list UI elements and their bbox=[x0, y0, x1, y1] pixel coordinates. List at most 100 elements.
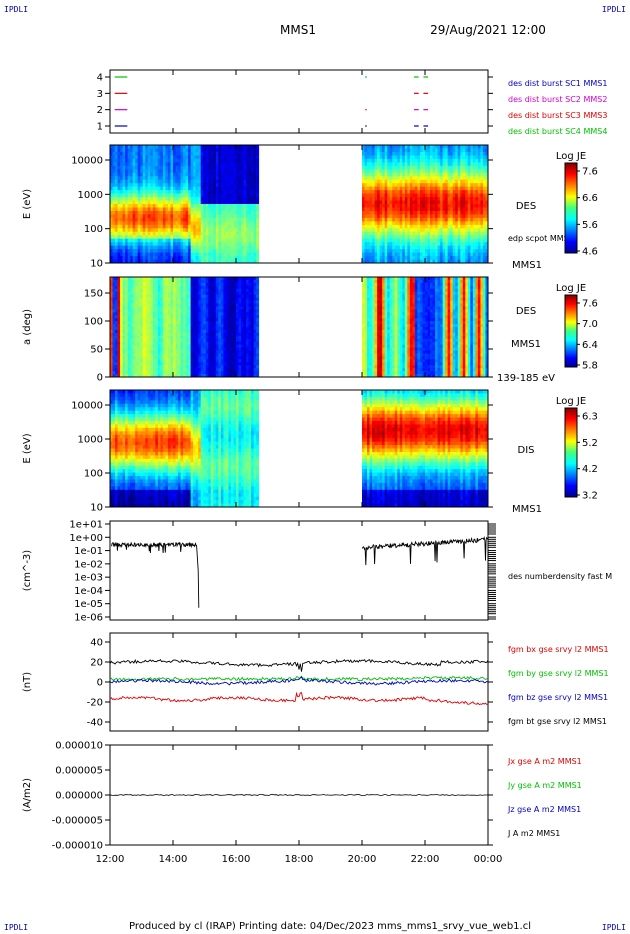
des-energy-cell bbox=[473, 190, 476, 194]
des-pitch-cell bbox=[165, 286, 168, 289]
des-energy-cell bbox=[176, 166, 179, 170]
des-pitch-cell bbox=[140, 292, 143, 295]
des-energy-cell bbox=[148, 249, 151, 253]
des-energy-cell bbox=[226, 201, 229, 205]
des-pitch-cell bbox=[133, 301, 136, 304]
des-energy-cell bbox=[465, 194, 468, 198]
des-pitch-cell bbox=[135, 321, 138, 324]
des-pitch-cell bbox=[168, 365, 171, 368]
des-energy-cell bbox=[392, 221, 395, 225]
des-energy-cell bbox=[372, 207, 375, 211]
des-energy-cell bbox=[402, 214, 405, 218]
des-energy-cell bbox=[380, 155, 383, 159]
des-energy-cell bbox=[428, 249, 431, 253]
des-energy-cell bbox=[433, 218, 436, 222]
des-pitch-cell bbox=[153, 298, 156, 301]
des-pitch-cell bbox=[160, 292, 163, 295]
des-energy-cell bbox=[168, 214, 171, 218]
des-pitch-cell bbox=[153, 324, 156, 327]
des-energy-cell bbox=[400, 221, 403, 225]
des-energy-cell bbox=[186, 194, 189, 198]
des-energy-cell bbox=[460, 242, 463, 246]
des-pitch-cell bbox=[150, 365, 153, 368]
des-energy-cell bbox=[223, 194, 226, 198]
des-energy-cell bbox=[463, 155, 466, 159]
des-energy-cell bbox=[153, 232, 156, 236]
des-pitch-cell bbox=[148, 277, 151, 280]
des-energy-cell bbox=[211, 152, 214, 156]
des-energy-cell bbox=[430, 159, 433, 163]
des-pitch-cell bbox=[188, 327, 191, 330]
des-energy-cell bbox=[470, 183, 473, 187]
des-energy-cell bbox=[206, 187, 209, 191]
des-pitch-cell bbox=[140, 362, 143, 365]
des-energy-cell bbox=[392, 242, 395, 246]
des-energy-cell bbox=[385, 187, 388, 191]
des-energy-cell bbox=[241, 253, 244, 257]
des-energy-cell bbox=[473, 249, 476, 253]
des-energy-cell bbox=[395, 166, 398, 170]
des-pitch-cell bbox=[186, 365, 189, 368]
des-energy-cell bbox=[125, 211, 128, 215]
des-energy-cell bbox=[140, 232, 143, 236]
des-energy-cell bbox=[392, 232, 395, 236]
des-pitch-cell bbox=[113, 321, 116, 324]
des-energy-cell bbox=[400, 162, 403, 166]
des-energy-cell bbox=[150, 183, 153, 187]
des-energy-cell bbox=[115, 183, 118, 187]
des-energy-cell bbox=[155, 169, 158, 173]
des-energy-cell bbox=[163, 148, 166, 152]
des-energy-cell bbox=[170, 201, 173, 205]
des-energy-cell bbox=[470, 187, 473, 191]
des-energy-cell bbox=[417, 228, 420, 232]
des-energy-cell bbox=[412, 228, 415, 232]
des-pitch-cell bbox=[170, 330, 173, 333]
des-energy-cell bbox=[251, 204, 254, 208]
des-energy-cell bbox=[380, 246, 383, 250]
des-pitch-cell bbox=[138, 295, 141, 298]
des-energy-cell bbox=[251, 218, 254, 222]
des-energy-cell bbox=[168, 235, 171, 239]
des-energy-cell bbox=[128, 249, 131, 253]
des-energy-cell bbox=[428, 228, 431, 232]
des-energy-cell bbox=[228, 225, 231, 229]
des-pitch-cell bbox=[125, 333, 128, 336]
des-energy-cell bbox=[473, 235, 476, 239]
des-energy-cell bbox=[173, 201, 176, 205]
des-pitch-cell bbox=[113, 339, 116, 342]
des-energy-cell bbox=[385, 211, 388, 215]
des-pitch-cell bbox=[158, 362, 161, 365]
des-energy-cell bbox=[246, 239, 249, 243]
des-pitch-cell bbox=[133, 371, 136, 374]
des-energy-cell bbox=[118, 183, 121, 187]
des-energy-cell bbox=[405, 204, 408, 208]
des-energy-cell bbox=[208, 204, 211, 208]
des-energy-cell bbox=[223, 180, 226, 184]
des-energy-cell bbox=[478, 155, 481, 159]
des-energy-cell bbox=[445, 228, 448, 232]
des-energy-cell bbox=[150, 211, 153, 215]
des-pitch-cell bbox=[193, 362, 196, 365]
des-energy-cell bbox=[223, 225, 226, 229]
des-pitch-cell bbox=[115, 283, 118, 286]
des-energy-cell bbox=[213, 221, 216, 225]
des-energy-cell bbox=[397, 173, 400, 177]
des-energy-cell bbox=[120, 204, 123, 208]
des-pitch-cell bbox=[125, 301, 128, 304]
des-energy-cell bbox=[130, 235, 133, 239]
des-energy-cell bbox=[372, 239, 375, 243]
des-pitch-cell bbox=[160, 333, 163, 336]
des-energy-cell bbox=[365, 253, 368, 257]
des-energy-cell bbox=[468, 232, 471, 236]
des-pitch-cell bbox=[183, 339, 186, 342]
des-pitch-cell bbox=[198, 283, 201, 286]
des-energy-cell bbox=[143, 253, 146, 257]
des-energy-cell bbox=[412, 214, 415, 218]
des-pitch-cell bbox=[188, 336, 191, 339]
des-energy-cell bbox=[251, 235, 254, 239]
des-energy-cell bbox=[233, 166, 236, 170]
des-pitch-cell bbox=[145, 306, 148, 309]
des-energy-cell bbox=[251, 173, 254, 177]
des-pitch-cell bbox=[115, 280, 118, 283]
des-energy-cell bbox=[160, 197, 163, 201]
